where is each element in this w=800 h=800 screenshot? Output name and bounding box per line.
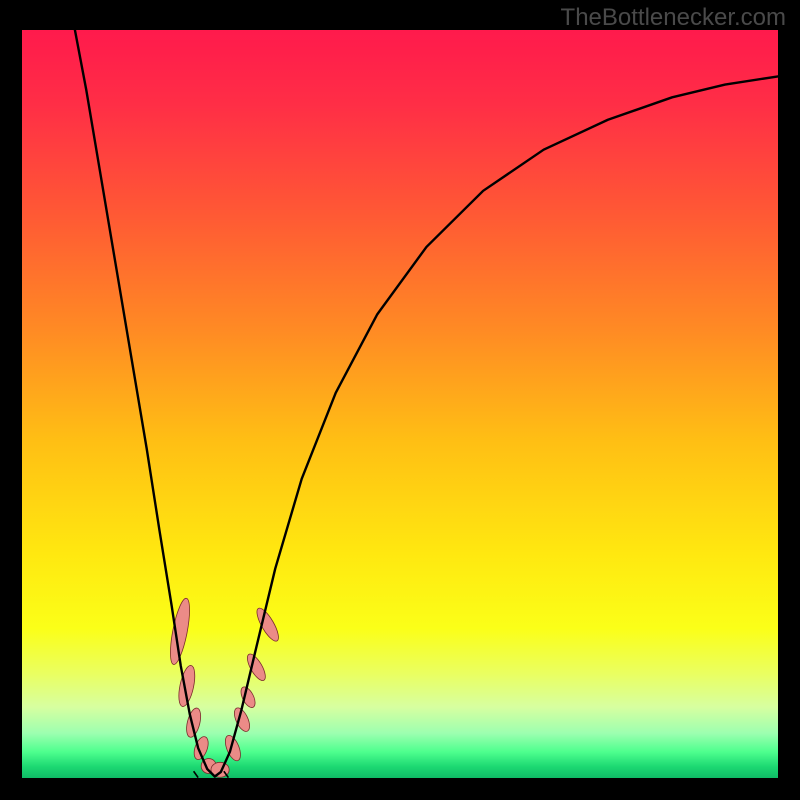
watermark-text: TheBottlenecker.com bbox=[561, 4, 786, 32]
curve-overlay bbox=[22, 30, 778, 778]
plot-area bbox=[22, 30, 778, 778]
